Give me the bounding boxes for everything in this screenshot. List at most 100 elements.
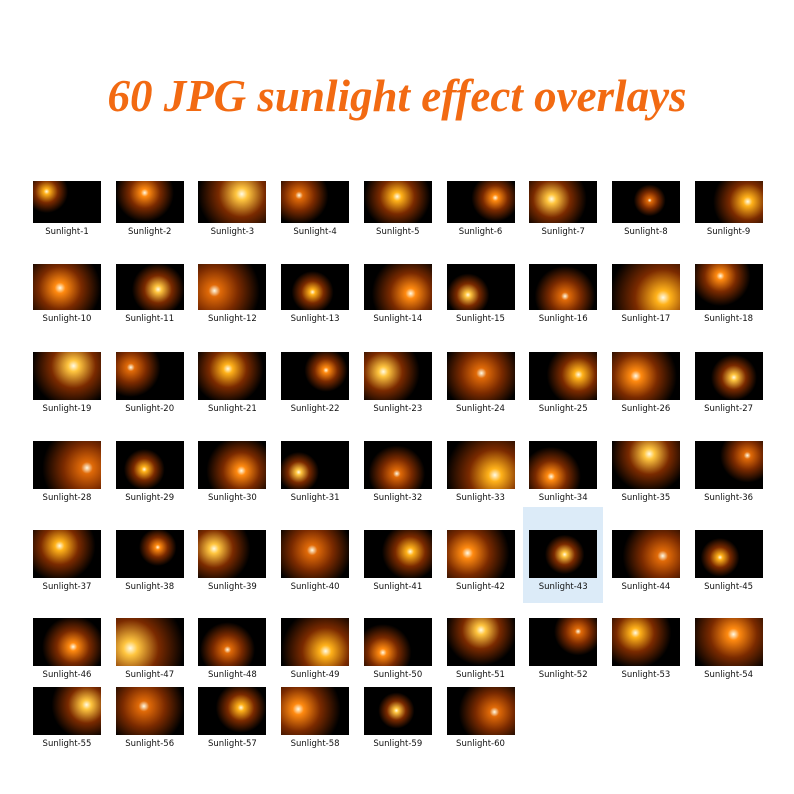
file-label: Sunlight-50 bbox=[373, 670, 423, 680]
file-item[interactable]: Sunlight-3 bbox=[192, 181, 272, 241]
file-item[interactable]: Sunlight-50 bbox=[358, 618, 438, 684]
file-label: Sunlight-3 bbox=[210, 227, 255, 237]
file-item[interactable]: Sunlight-10 bbox=[27, 264, 107, 328]
file-item[interactable]: Sunlight-43 bbox=[523, 507, 604, 603]
thumbnail bbox=[446, 618, 515, 666]
file-item[interactable]: Sunlight-29 bbox=[110, 441, 190, 507]
file-item[interactable]: Sunlight-55 bbox=[27, 687, 107, 753]
file-label: Sunlight-28 bbox=[42, 493, 92, 503]
file-item[interactable]: Sunlight-60 bbox=[441, 687, 521, 753]
file-item[interactable]: Sunlight-14 bbox=[358, 264, 438, 328]
file-item[interactable]: Sunlight-5 bbox=[358, 181, 438, 241]
file-item[interactable]: Sunlight-22 bbox=[275, 352, 355, 418]
file-item[interactable]: Sunlight-58 bbox=[275, 687, 355, 753]
file-item[interactable]: Sunlight-31 bbox=[275, 441, 355, 507]
file-item[interactable]: Sunlight-56 bbox=[110, 687, 190, 753]
file-item[interactable]: Sunlight-18 bbox=[689, 264, 769, 328]
file-item[interactable]: Sunlight-53 bbox=[606, 618, 686, 684]
file-label: Sunlight-41 bbox=[373, 582, 423, 592]
thumbnail bbox=[115, 181, 184, 223]
file-item[interactable]: Sunlight-28 bbox=[27, 441, 107, 507]
file-item[interactable]: Sunlight-20 bbox=[110, 352, 190, 418]
file-label: Sunlight-30 bbox=[207, 493, 257, 503]
thumbnail bbox=[363, 687, 432, 735]
file-label: Sunlight-57 bbox=[207, 739, 257, 749]
thumbnail bbox=[529, 618, 598, 666]
thumbnail bbox=[529, 352, 598, 400]
file-item[interactable]: Sunlight-27 bbox=[689, 352, 769, 418]
file-item[interactable]: Sunlight-59 bbox=[358, 687, 438, 753]
file-item[interactable]: Sunlight-11 bbox=[110, 264, 190, 328]
file-item[interactable]: Sunlight-34 bbox=[523, 441, 603, 507]
file-item[interactable]: Sunlight-19 bbox=[27, 352, 107, 418]
file-item[interactable]: Sunlight-47 bbox=[110, 618, 190, 684]
thumbnail bbox=[611, 352, 680, 400]
file-label: Sunlight-21 bbox=[207, 404, 257, 414]
file-label: Sunlight-31 bbox=[290, 493, 340, 503]
file-item[interactable]: Sunlight-8 bbox=[606, 181, 686, 241]
file-item[interactable]: Sunlight-2 bbox=[110, 181, 190, 241]
file-label: Sunlight-40 bbox=[290, 582, 340, 592]
file-item[interactable]: Sunlight-6 bbox=[441, 181, 521, 241]
file-item[interactable]: Sunlight-7 bbox=[523, 181, 603, 241]
file-item[interactable]: Sunlight-41 bbox=[358, 530, 438, 596]
file-label: Sunlight-11 bbox=[125, 314, 175, 324]
file-item[interactable]: Sunlight-37 bbox=[27, 530, 107, 596]
thumbnail bbox=[281, 441, 350, 489]
file-label: Sunlight-15 bbox=[456, 314, 505, 324]
file-item[interactable]: Sunlight-38 bbox=[110, 530, 190, 596]
file-item[interactable]: Sunlight-4 bbox=[275, 181, 355, 241]
file-item[interactable]: Sunlight-23 bbox=[358, 352, 438, 418]
file-label: Sunlight-48 bbox=[207, 670, 257, 680]
file-item[interactable]: Sunlight-21 bbox=[192, 352, 272, 418]
thumbnail bbox=[198, 618, 267, 666]
file-item[interactable]: Sunlight-39 bbox=[192, 530, 272, 596]
file-label: Sunlight-23 bbox=[373, 404, 423, 414]
file-label: Sunlight-46 bbox=[42, 670, 92, 680]
title: 60 JPG sunlight effect overlays bbox=[107, 71, 687, 121]
file-item[interactable]: Sunlight-1 bbox=[27, 181, 107, 241]
file-item[interactable]: Sunlight-57 bbox=[192, 687, 272, 753]
file-item[interactable]: Sunlight-52 bbox=[523, 618, 603, 684]
file-item[interactable]: Sunlight-12 bbox=[192, 264, 272, 328]
file-label: Sunlight-33 bbox=[456, 493, 505, 503]
thumbnail bbox=[33, 618, 101, 666]
file-item[interactable]: Sunlight-16 bbox=[523, 264, 603, 328]
thumbnail bbox=[198, 352, 267, 400]
file-label: Sunlight-29 bbox=[125, 493, 175, 503]
file-item[interactable]: Sunlight-25 bbox=[523, 352, 603, 418]
file-item[interactable]: Sunlight-35 bbox=[606, 441, 686, 507]
file-item[interactable]: Sunlight-49 bbox=[275, 618, 355, 684]
file-item[interactable]: Sunlight-44 bbox=[606, 530, 686, 596]
file-item[interactable]: Sunlight-42 bbox=[441, 530, 521, 596]
file-item[interactable]: Sunlight-30 bbox=[192, 441, 272, 507]
file-item[interactable]: Sunlight-51 bbox=[441, 618, 521, 684]
file-label: Sunlight-44 bbox=[621, 582, 671, 592]
file-label: Sunlight-56 bbox=[125, 739, 175, 749]
file-item[interactable]: Sunlight-13 bbox=[275, 264, 355, 328]
file-item[interactable]: Sunlight-24 bbox=[441, 352, 521, 418]
file-item[interactable]: Sunlight-9 bbox=[689, 181, 769, 241]
file-item[interactable]: Sunlight-36 bbox=[689, 441, 769, 507]
thumbnail bbox=[611, 181, 680, 223]
file-item[interactable]: Sunlight-17 bbox=[606, 264, 686, 328]
thumbnail bbox=[281, 687, 350, 735]
file-item[interactable]: Sunlight-48 bbox=[192, 618, 272, 684]
file-item[interactable]: Sunlight-32 bbox=[358, 441, 438, 507]
file-item[interactable]: Sunlight-45 bbox=[689, 530, 769, 596]
file-item[interactable]: Sunlight-54 bbox=[689, 618, 769, 684]
file-label: Sunlight-14 bbox=[373, 314, 423, 324]
thumbnail bbox=[281, 264, 350, 310]
file-item[interactable]: Sunlight-33 bbox=[441, 441, 521, 507]
file-item[interactable]: Sunlight-15 bbox=[441, 264, 521, 328]
file-label: Sunlight-35 bbox=[621, 493, 671, 503]
thumbnail bbox=[363, 181, 432, 223]
file-label: Sunlight-54 bbox=[704, 670, 754, 680]
file-label: Sunlight-24 bbox=[456, 404, 505, 414]
file-label: Sunlight-39 bbox=[207, 582, 257, 592]
thumbnail bbox=[363, 264, 432, 310]
file-item[interactable]: Sunlight-40 bbox=[275, 530, 355, 596]
file-item[interactable]: Sunlight-26 bbox=[606, 352, 686, 418]
file-label: Sunlight-49 bbox=[290, 670, 340, 680]
file-item[interactable]: Sunlight-46 bbox=[27, 618, 107, 684]
